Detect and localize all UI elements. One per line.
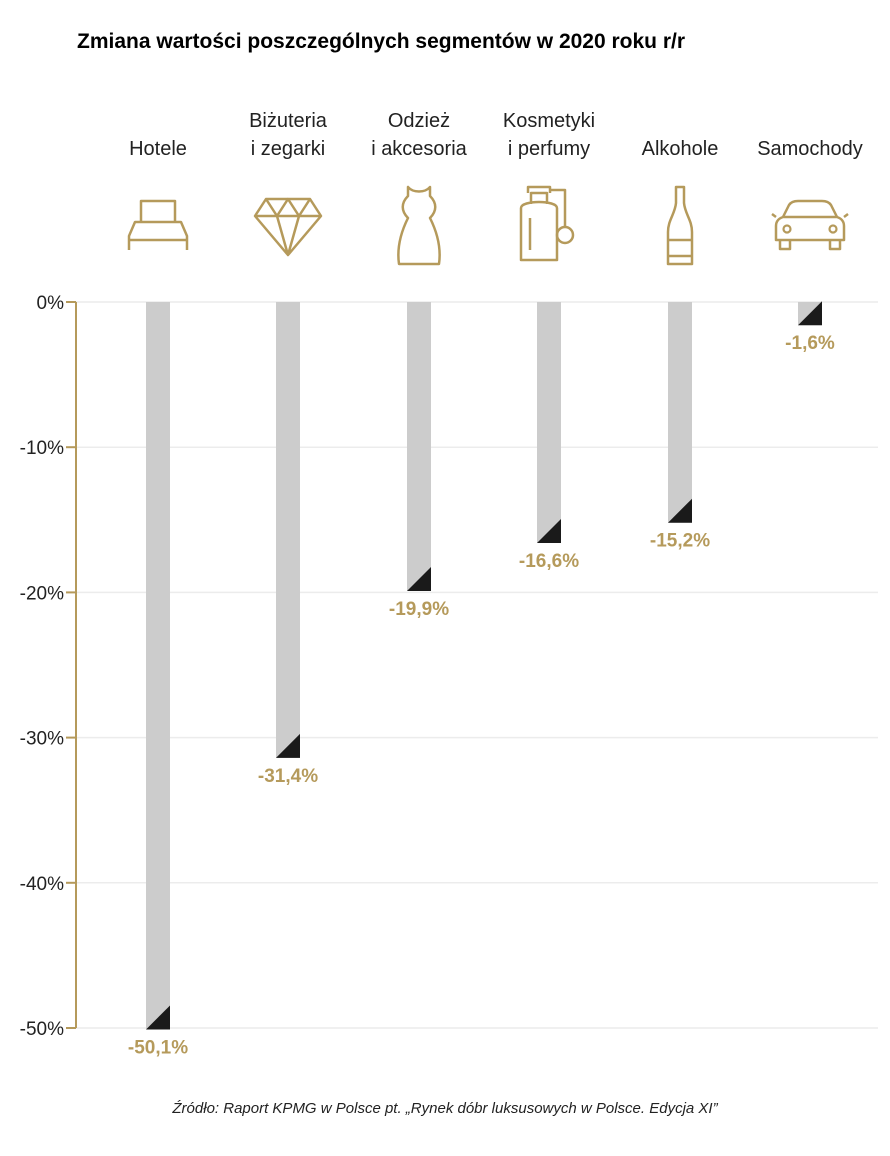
value-label: -50,1% [128,1037,188,1058]
source-note: Źródło: Raport KPMG w Polsce pt. „Rynek … [172,1100,718,1117]
bar [276,302,300,758]
bed-icon [127,199,189,250]
bottle-shape [666,185,694,266]
bar-end-marker [146,1005,170,1030]
y-tick-label: -40% [20,874,64,895]
category-label: Alkohole [642,138,719,160]
value-label: -1,6% [785,333,835,354]
perfume-shape [519,185,567,262]
bed-shape [127,199,189,250]
car-shape [771,199,849,251]
bar-end-marker [668,498,692,523]
category-label: i zegarki [251,138,325,160]
bar [537,302,561,544]
y-tick-label: -50% [20,1019,64,1040]
bottle-icon [666,185,694,266]
category-label: i akcesoria [371,138,467,160]
bar [146,302,170,1030]
value-label: -16,6% [519,551,579,572]
category-label: i perfumy [508,138,590,160]
value-label: -31,4% [258,766,318,787]
category-label: Kosmetyki [503,110,595,132]
car-headlight [828,224,838,234]
chart-title: Zmiana wartości poszczególnych segmentów… [77,30,686,53]
bar [407,302,431,591]
car-headlight [782,224,792,234]
dress-icon [397,185,441,266]
value-label: -19,9% [389,599,449,620]
y-tick-label: -30% [20,729,64,750]
category-label: Biżuteria [249,110,328,132]
y-tick-label: -10% [20,438,64,459]
diamond-shape [253,197,323,257]
bar-end-marker [276,733,300,758]
bar-end-marker [537,519,561,544]
car-icon [771,199,849,251]
diamond-icon [253,197,323,257]
perfume-icon [519,185,575,262]
category-label: Odzież [388,110,450,132]
y-tick-label: 0% [37,293,65,314]
bar-end-marker [407,566,431,591]
value-label: -15,2% [650,531,710,552]
bar [668,302,692,523]
category-label: Hotele [129,138,187,160]
category-label: Samochody [757,138,863,160]
dress-shape [397,185,441,266]
perfume-bulb [555,225,575,245]
y-tick-label: -20% [20,583,64,604]
bar-end-marker [798,301,822,326]
